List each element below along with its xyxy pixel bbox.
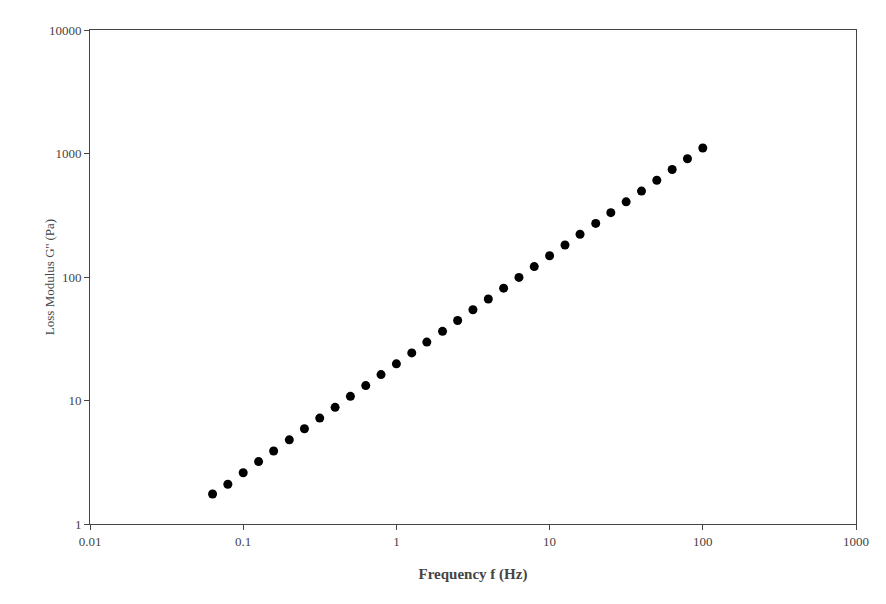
svg-text:Frequency f (Hz): Frequency f (Hz) xyxy=(419,566,528,583)
svg-text:0.01: 0.01 xyxy=(79,534,102,549)
svg-text:1: 1 xyxy=(75,517,82,532)
svg-text:100: 100 xyxy=(693,534,713,549)
svg-text:1000: 1000 xyxy=(843,534,869,549)
svg-text:0.1: 0.1 xyxy=(235,534,251,549)
svg-text:100: 100 xyxy=(62,270,82,285)
svg-text:10000: 10000 xyxy=(49,23,82,38)
svg-text:1: 1 xyxy=(393,534,400,549)
svg-text:Loss Modulus G'' (Pa): Loss Modulus G'' (Pa) xyxy=(42,219,57,335)
svg-text:10: 10 xyxy=(543,534,556,549)
svg-text:1000: 1000 xyxy=(55,146,81,161)
svg-text:10: 10 xyxy=(68,393,81,408)
